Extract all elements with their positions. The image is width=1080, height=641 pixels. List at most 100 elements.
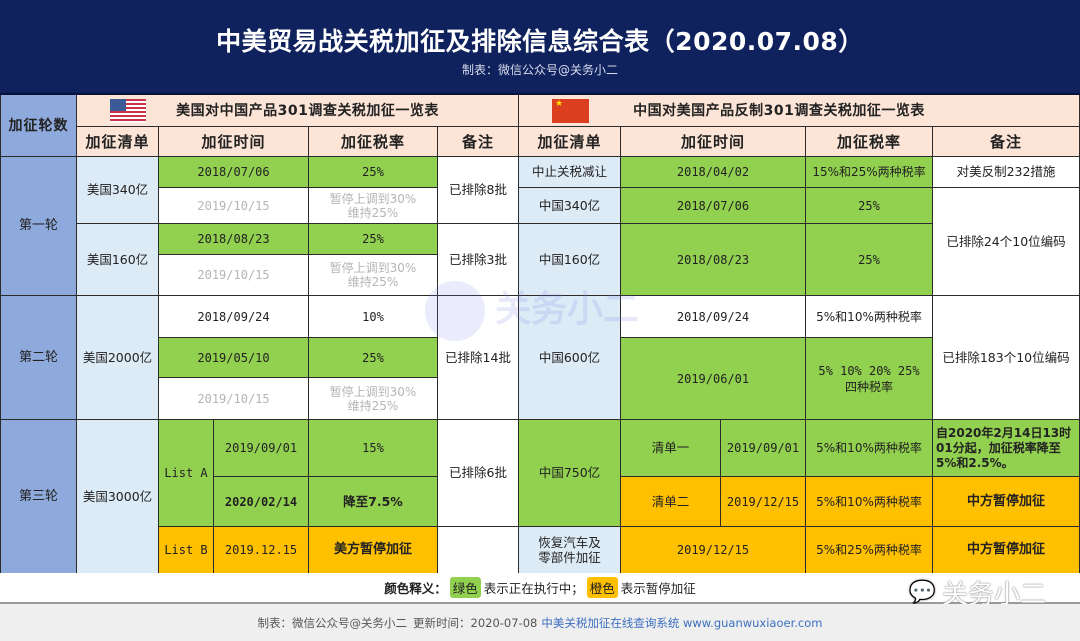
- rate-line: 暂停上调到30%: [329, 191, 417, 206]
- cn-table-title: 中国对美国产品反制301调查关税加征一览表: [519, 95, 1080, 127]
- title-banner: 中美贸易战关税加征及排除信息综合表（2020.07.08） 制表：微信公众号@关…: [0, 0, 1080, 95]
- color-legend: 颜色释义： 绿色 表示正在执行中； 橙色 表示暂停加征: [0, 573, 1080, 604]
- cn-160-rate: 25%: [806, 224, 933, 296]
- us-160-note: 已排除3批: [438, 224, 519, 296]
- us-list-a-time-1: 2019/09/01: [214, 420, 309, 477]
- cn-232-rate: 15%和25%两种税率: [806, 157, 933, 188]
- us-list-b-rate: 美方暂停加征: [309, 527, 438, 574]
- col-label: 加征税率: [836, 132, 901, 151]
- round-column-header: 加征轮数: [0, 95, 77, 157]
- cn-list-600: 中国600亿: [519, 296, 621, 420]
- us-list-a-label: List A: [159, 420, 214, 527]
- cn-232-note: 对美反制232措施: [933, 157, 1080, 188]
- us-3000-note: 已排除6批: [438, 420, 519, 527]
- page-subtitle: 制表：微信公众号@关务小二: [461, 63, 618, 77]
- footer-link[interactable]: 中美关税加征在线查询系统 www.guanwuxiaoer.com: [541, 615, 823, 630]
- col-label: 加征税率: [340, 132, 405, 151]
- cn-232-time: 2018/04/02: [621, 157, 806, 188]
- col-label: 加征时间: [680, 132, 745, 151]
- cn-auto-rate: 5%和25%两种税率: [806, 527, 933, 574]
- cn-750-list-1-note: 自2020年2月14日13时01分起，加征税率降至5%和2.5%。: [933, 420, 1080, 477]
- legend-orange-text: 表示暂停加征: [620, 581, 696, 596]
- us-col-rate: 加征税率: [309, 127, 438, 157]
- footer: 制表：微信公众号@关务小二 更新时间： 2020-07-08 中美关税加征在线查…: [0, 604, 1080, 641]
- us-2000-time-3: 2019/10/15: [159, 378, 309, 420]
- us-160-rate-1: 25%: [309, 224, 438, 255]
- us-340-time-1: 2018/07/06: [159, 157, 309, 188]
- footer-made-by: 制表：微信公众号@关务小二: [257, 615, 408, 630]
- rate-line: 暂停上调到30%: [329, 261, 417, 275]
- us-list-a-rate-2: 降至7.5%: [309, 477, 438, 527]
- legend-label: 颜色释义：: [384, 581, 447, 596]
- cn-750-list-2-label: 清单二: [621, 477, 721, 527]
- wechat-icon: 💬: [908, 580, 936, 605]
- us-list-160: 美国160亿: [77, 224, 159, 296]
- rate-line: 5% 10% 20% 25%: [818, 363, 920, 378]
- us-list-b-label: List B: [159, 527, 214, 574]
- us-2000-note: 已排除14批: [438, 296, 519, 420]
- cn-160-time: 2018/08/23: [621, 224, 806, 296]
- cn-750-list-2-rate: 5%和10%两种税率: [806, 477, 933, 527]
- us-160-time-1: 2018/08/23: [159, 224, 309, 255]
- us-160-time-2: 2019/10/15: [159, 255, 309, 296]
- cn-flag-icon: [552, 99, 589, 123]
- us-340-rate-1: 25%: [309, 157, 438, 188]
- page-title: 中美贸易战关税加征及排除信息综合表（2020.07.08）: [216, 27, 864, 56]
- cn-auto-note: 中方暂停加征: [933, 527, 1080, 574]
- us-col-time: 加征时间: [159, 127, 309, 157]
- list-line: 零部件加征: [538, 550, 601, 565]
- cn-auto-time: 2019/12/15: [621, 527, 806, 574]
- col-label: 加征时间: [201, 132, 266, 151]
- cn-list-160: 中国160亿: [519, 224, 621, 296]
- cn-600-note: 已排除183个10位编码: [933, 296, 1080, 420]
- col-label: 备注: [461, 132, 494, 151]
- rate-line: 暂停上调到30%: [329, 384, 417, 399]
- us-340-rate-2: 暂停上调到30% 维持25%: [309, 188, 438, 224]
- cn-750-list-2-time: 2019/12/15: [721, 477, 806, 527]
- round-2-label: 第二轮: [0, 296, 77, 420]
- cn-600-rate-1: 5%和10%两种税率: [806, 296, 933, 338]
- us-2000-rate-2: 25%: [309, 338, 438, 378]
- us-2000-time-1: 2018/09/24: [159, 296, 309, 338]
- cn-list-750: 中国750亿: [519, 420, 621, 527]
- cn-col-rate: 加征税率: [806, 127, 933, 157]
- us-2000-rate-1: 10%: [309, 296, 438, 338]
- us-list-a-rate-1: 15%: [309, 420, 438, 477]
- cn-750-list-2-note: 中方暂停加征: [933, 477, 1080, 527]
- us-list-3000: 美国3000亿: [77, 420, 159, 574]
- rate-line: 四种税率: [844, 379, 893, 394]
- col-label: 加征清单: [85, 132, 150, 151]
- rate-line: 维持25%: [347, 398, 399, 413]
- round-header-label: 加征轮数: [8, 117, 69, 134]
- cn-600-rate-2: 5% 10% 20% 25% 四种税率: [806, 338, 933, 420]
- footer-updated-label: 更新时间：: [413, 615, 471, 630]
- cn-round1-shared-note: 已排除24个10位编码: [933, 188, 1080, 296]
- us-list-340: 美国340亿: [77, 157, 159, 224]
- us-col-list: 加征清单: [77, 127, 159, 157]
- col-label: 备注: [989, 132, 1022, 151]
- us-340-time-2: 2019/10/15: [159, 188, 309, 224]
- legend-orange-chip: 橙色: [586, 577, 618, 598]
- cn-600-time-1: 2018/09/24: [621, 296, 806, 338]
- cn-list-auto: 恢复汽车及 零部件加征: [519, 527, 621, 574]
- col-label: 加征清单: [537, 132, 602, 151]
- cn-750-list-1-label: 清单一: [621, 420, 721, 477]
- rate-line: 维持25%: [347, 205, 399, 220]
- us-flag-icon: [110, 99, 146, 123]
- round-1-label: 第一轮: [0, 157, 77, 296]
- us-list-a-time-2: 2020/02/14: [214, 477, 309, 527]
- cn-col-time: 加征时间: [621, 127, 806, 157]
- round-3-label: 第三轮: [0, 420, 77, 574]
- us-160-rate-2: 暂停上调到30% 维持25%: [309, 255, 438, 296]
- us-2000-rate-3: 暂停上调到30% 维持25%: [309, 378, 438, 420]
- legend-green-chip: 绿色: [449, 577, 481, 598]
- cn-table-title-text: 中国对美国产品反制301调查关税加征一览表: [633, 102, 925, 119]
- us-col-note: 备注: [438, 127, 519, 157]
- us-list-b-time: 2019.12.15: [214, 527, 309, 574]
- us-list-b-note: [438, 527, 519, 574]
- us-table-title-text: 美国对中国产品301调查关税加征一览表: [176, 102, 439, 119]
- legend-green-text: 表示正在执行中；: [483, 581, 584, 596]
- cn-col-list: 加征清单: [519, 127, 621, 157]
- rate-line: 维持25%: [347, 275, 399, 289]
- us-340-note: 已排除8批: [438, 157, 519, 224]
